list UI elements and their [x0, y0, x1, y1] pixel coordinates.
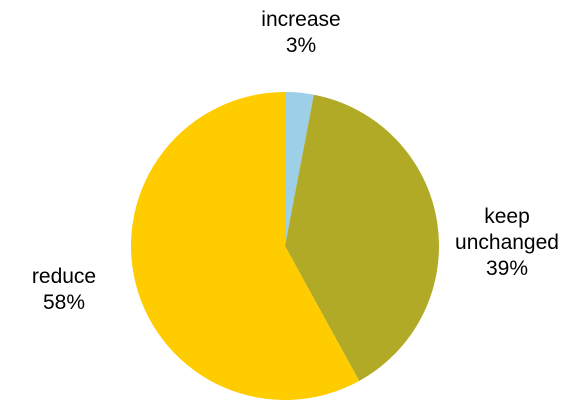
slice-percent: 3%: [286, 34, 316, 57]
slice-label-reduce: reduce 58%: [32, 265, 96, 314]
pie-slice-increase: [285, 92, 314, 246]
pie-slice-keep-unchanged: [285, 94, 439, 381]
slice-percent: 58%: [43, 291, 85, 314]
slice-category: increase: [261, 8, 340, 31]
pie-slices: [130, 92, 439, 400]
slice-label-keep-unchanged: keep unchanged 39%: [455, 205, 559, 280]
slice-category: unchanged: [455, 231, 559, 254]
pie-slice-reduce: [130, 92, 360, 400]
slice-percent: 39%: [486, 257, 528, 280]
slice-category: keep: [484, 205, 530, 228]
pie-labels: increase 3% keep unchanged 39% reduce 58%: [32, 8, 559, 314]
slice-category: reduce: [32, 265, 96, 288]
slice-label-increase: increase 3%: [261, 8, 340, 57]
